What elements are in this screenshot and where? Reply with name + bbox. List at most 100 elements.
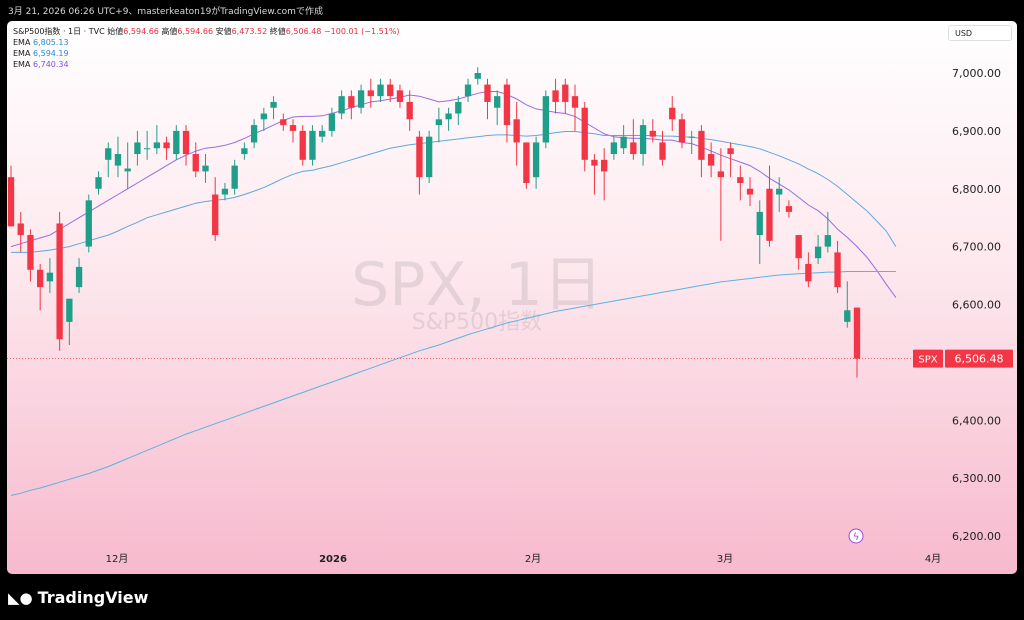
candle-body (357, 90, 365, 108)
candle-body (37, 269, 44, 288)
candle-body (124, 168, 131, 172)
last-price-tag (945, 349, 1013, 368)
candle-body (591, 159, 598, 166)
candle-body (805, 263, 812, 282)
y-tick-label: 6,800.00 (952, 183, 1001, 196)
candle-body (756, 211, 763, 236)
candle-body (396, 90, 404, 102)
candle-body (552, 90, 559, 102)
x-tick-label: 4月 (925, 553, 941, 565)
candle-body (202, 165, 209, 172)
lightning-icon-glyph: ϟ (853, 532, 860, 543)
candle-body (834, 252, 841, 288)
candle-body (707, 154, 715, 166)
x-tick-label: 2026 (319, 554, 347, 565)
candle-body (766, 188, 773, 241)
high-value: 6,594.66 (177, 27, 214, 36)
candle-body (464, 84, 472, 97)
candle-body (348, 96, 355, 108)
lightning-icon[interactable] (848, 528, 864, 544)
candle-body (601, 159, 608, 172)
candle-body (338, 96, 345, 114)
candle-body (46, 272, 54, 282)
candle-body (435, 119, 443, 126)
candle-body (95, 177, 102, 189)
x-tick-label: 3月 (717, 553, 733, 565)
candle-body (814, 246, 822, 259)
candle-body (649, 130, 656, 137)
symbol-watermark: SPX, 1日 (351, 250, 603, 320)
currency-selector[interactable]: USD (948, 25, 1012, 41)
candle-body (630, 142, 637, 155)
ema-value: 6,805.13 (32, 38, 69, 47)
tradingview-logo[interactable]: ◣● TradingView (8, 588, 148, 607)
candle-body (377, 84, 384, 97)
close-label: 終値 (269, 27, 286, 36)
candle-body (581, 107, 588, 160)
candle-body (387, 84, 394, 97)
candle-body (503, 84, 511, 126)
name-watermark: S&P500指数 (411, 310, 543, 335)
chart-caption: 3月 21, 2026 06:26 UTC+9、masterkeaton19がT… (8, 7, 323, 17)
candle-body (134, 142, 141, 155)
candle-body (309, 130, 316, 160)
candle-body (737, 177, 744, 183)
candle-body (231, 165, 238, 189)
chart-legend: S&P500指数 · 1日 · TVC 始値6,594.66 高値6,594.6… (13, 26, 400, 70)
ema-line (10, 271, 896, 496)
ohlc-row: S&P500指数 · 1日 · TVC 始値6,594.66 高値6,594.6… (13, 26, 400, 37)
candle-body (212, 194, 219, 236)
low-value: 6,473.52 (231, 27, 268, 36)
ema-row-2[interactable]: EMA 6,594.19 (13, 48, 400, 59)
candle-body (562, 84, 569, 102)
y-tick-label: 6,600.00 (952, 299, 1001, 312)
open-label: 始値 (107, 27, 124, 36)
candle-body (7, 177, 15, 227)
ema-label: EMA (13, 49, 31, 58)
candle-body (260, 113, 267, 120)
candle-body (270, 101, 277, 108)
ema-value: 6,594.19 (32, 49, 69, 58)
candle-body (824, 235, 831, 247)
brand-label: TradingView (37, 588, 149, 607)
chart-panel[interactable]: S&P500指数 · 1日 · TVC 始値6,594.66 高値6,594.6… (7, 21, 1017, 574)
candle-body (795, 235, 802, 259)
candle-body (698, 130, 705, 160)
candle-body (844, 310, 851, 322)
candle-body (328, 113, 336, 131)
candle-body (474, 73, 481, 79)
symbol-tag (913, 349, 943, 368)
candle-body (484, 84, 491, 102)
candle-body (746, 188, 754, 195)
candle-body (367, 90, 374, 97)
candle-body (17, 223, 24, 236)
last-price-label: 6,506.48 (955, 353, 1004, 366)
candle-body (85, 200, 92, 247)
candle-body (27, 235, 34, 270)
ema-row-1[interactable]: EMA 6,805.13 (13, 37, 400, 48)
change-value: −100.01 (−1.51%) (323, 27, 400, 36)
candle-body (173, 130, 180, 155)
candle-body (66, 298, 73, 322)
x-tick-label: 12月 (106, 553, 129, 565)
y-tick-label: 6,700.00 (952, 241, 1001, 254)
candle-body (659, 142, 666, 160)
close-value: 6,506.48 (285, 27, 322, 36)
candle-body (114, 154, 122, 166)
candle-body (571, 96, 579, 108)
candle-body (153, 142, 161, 149)
candle-body (445, 113, 452, 120)
symbol-tag-label: SPX (918, 355, 937, 366)
candle-body (610, 142, 618, 155)
candle-body (192, 154, 199, 172)
ema-row-3[interactable]: EMA 6,740.34 (13, 59, 400, 70)
candle-body (163, 142, 170, 149)
y-tick-label: 6,400.00 (952, 414, 1001, 427)
candle-body (853, 307, 861, 359)
candle-body (416, 136, 423, 178)
candle-body (56, 223, 63, 340)
candle-body (669, 107, 676, 120)
candle-body (425, 136, 433, 178)
candlestick-chart[interactable]: 7,000.00 6,900.00 6,800.00 6,700.00 6,600.00… (7, 21, 1017, 574)
candle-body (542, 96, 549, 143)
